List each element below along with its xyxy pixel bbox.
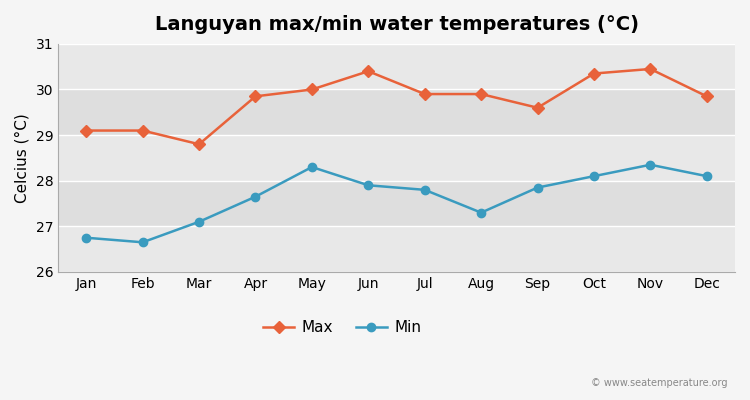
Min (364, 183, 373, 188)
Bar (58, 90, 735, 135)
Min (251, 194, 260, 199)
Y-axis label: Celcius (°C): Celcius (°C) (15, 113, 30, 203)
Min (194, 219, 203, 224)
Bar (58, 181, 735, 226)
Bar (58, 135, 735, 181)
Max (82, 128, 91, 133)
Min (702, 174, 711, 178)
Line: Max: Max (82, 65, 711, 148)
Max (533, 105, 542, 110)
Legend: Max, Min: Max, Min (257, 314, 427, 341)
Max (702, 94, 711, 99)
Bar (58, 226, 735, 272)
Min (82, 235, 91, 240)
Bar (58, 44, 735, 90)
Min (308, 165, 316, 170)
Min (477, 210, 486, 215)
Min (138, 240, 147, 245)
Text: © www.seatemperature.org: © www.seatemperature.org (591, 378, 728, 388)
Min (646, 162, 655, 167)
Min (533, 185, 542, 190)
Max (251, 94, 260, 99)
Min (420, 188, 429, 192)
Max (194, 142, 203, 147)
Max (477, 92, 486, 96)
Max (138, 128, 147, 133)
Title: Languyan max/min water temperatures (°C): Languyan max/min water temperatures (°C) (154, 15, 638, 34)
Line: Min: Min (82, 160, 711, 246)
Min (590, 174, 598, 178)
Max (646, 66, 655, 71)
Max (364, 69, 373, 74)
Max (308, 87, 316, 92)
Max (590, 71, 598, 76)
Max (420, 92, 429, 96)
